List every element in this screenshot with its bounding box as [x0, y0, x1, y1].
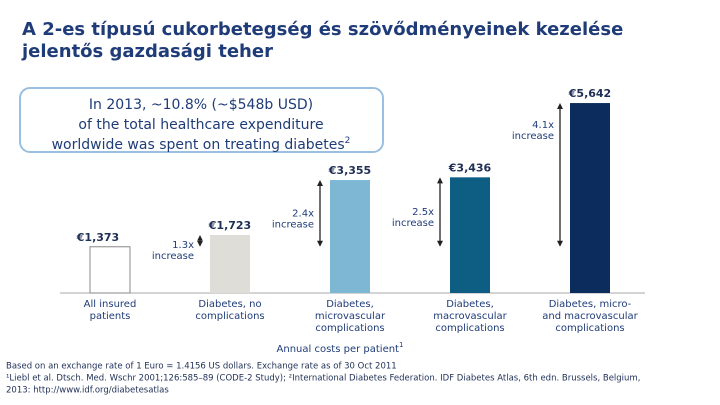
superscript: 2	[345, 136, 351, 146]
callout-box	[19, 87, 384, 153]
superscript: 1	[399, 341, 403, 349]
category-label: Diabetes, micro-	[549, 299, 632, 310]
value-label: €5,642	[568, 87, 611, 100]
title: A 2-es típusú cukorbetegség és szövődmén…	[22, 19, 623, 40]
x-axis-label: Annual costs per patient	[277, 344, 400, 355]
category-label: microvascular	[315, 311, 386, 322]
callout-text: of the total healthcare expenditure	[78, 117, 323, 133]
x-axis-label: Annual costs per patient1	[277, 341, 404, 355]
category-label: and macrovascular	[542, 311, 638, 322]
increase-label: increase	[152, 251, 194, 262]
category-label: Diabetes,	[446, 299, 494, 310]
category-label: complications	[555, 323, 624, 334]
increase-label: 2.5x	[412, 207, 434, 218]
callout-text: worldwide was spent on treating diabetes…	[52, 136, 351, 154]
arrow-head	[197, 234, 203, 247]
footnote: 2013: http://www.idf.org/diabetesatlas	[6, 386, 169, 396]
value-label: €1,373	[76, 231, 119, 244]
footnote: Based on an exchange rate of 1 Euro = 1.…	[6, 362, 397, 372]
category-label: All insured	[84, 299, 137, 310]
bar	[210, 234, 250, 293]
increase-label: increase	[272, 219, 314, 230]
callout-text: worldwide was spent on treating diabetes	[52, 137, 345, 153]
category-label: complications	[435, 323, 504, 334]
increase-label: increase	[512, 131, 554, 142]
increase-label: 1.3x	[172, 240, 194, 251]
category-label: complications	[195, 311, 264, 322]
value-label: €3,355	[328, 164, 371, 177]
category-label: macrovascular	[433, 311, 507, 322]
increase-label: 2.4x	[292, 208, 314, 219]
value-label: €1,723	[208, 219, 251, 232]
bar	[570, 103, 610, 293]
increase-label: increase	[392, 218, 434, 229]
bar	[330, 180, 370, 293]
bar	[450, 177, 490, 293]
category-label: complications	[315, 323, 384, 334]
category-label: Diabetes,	[326, 299, 374, 310]
callout-text: In 2013, ~10.8% (~$548b USD)	[89, 97, 313, 113]
increase-label: 4.1x	[532, 120, 554, 131]
value-label: €3,436	[448, 161, 492, 174]
title: jelentős gazdasági teher	[21, 41, 273, 62]
category-label: Diabetes, no	[198, 299, 261, 310]
bar	[89, 246, 131, 294]
footnote: ¹Liebl et al. Dtsch. Med. Wschr 2001;126…	[6, 374, 640, 384]
category-label: patients	[90, 311, 131, 322]
